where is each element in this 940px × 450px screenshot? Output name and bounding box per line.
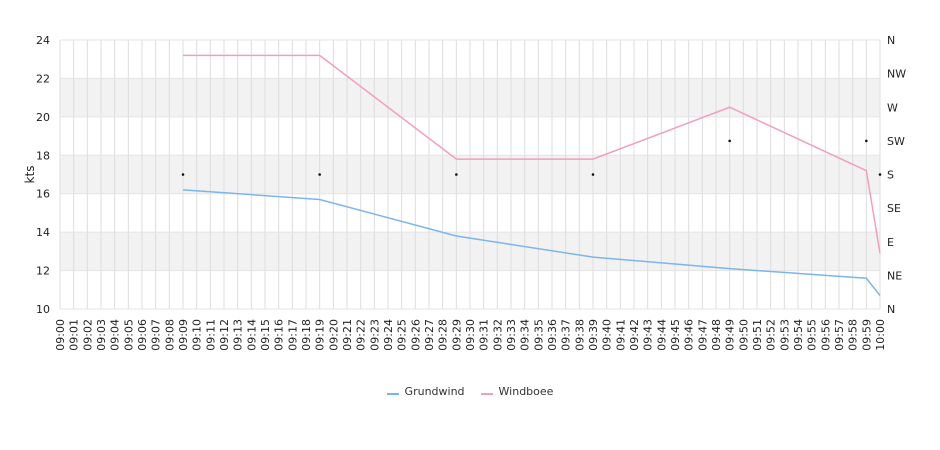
- x-tick-label: 09:20: [327, 319, 340, 351]
- x-tick-label: 09:32: [491, 319, 504, 351]
- legend-label-windboee: Windboee: [498, 385, 554, 398]
- x-tick-label: 09:26: [409, 319, 422, 351]
- x-tick-label: 09:16: [273, 319, 286, 351]
- legend-swatch-grundwind: [386, 392, 399, 395]
- y-tick-label: 20: [36, 111, 50, 124]
- x-tick-label: 09:54: [792, 319, 805, 351]
- y-tick-label: 24: [36, 34, 50, 47]
- x-tick-label: 09:19: [314, 319, 327, 351]
- x-tick-label: 09:38: [573, 319, 586, 351]
- x-tick-label: 09:35: [532, 319, 545, 351]
- direction-marker: [181, 173, 185, 176]
- y-tick-label: 10: [36, 303, 50, 316]
- x-tick-label: 09:39: [587, 319, 600, 351]
- x-tick-label: 09:57: [833, 319, 846, 351]
- x-tick-label: 09:27: [423, 319, 436, 351]
- legend-item-grundwind[interactable]: Grundwind: [386, 385, 465, 398]
- x-tick-label: 09:46: [683, 319, 696, 351]
- legend-swatch-windboee: [480, 392, 493, 395]
- x-tick-label: 09:31: [478, 319, 491, 351]
- x-tick-label: 09:51: [751, 319, 764, 351]
- x-tick-label: 09:01: [68, 319, 81, 351]
- direction-tick-label: S: [887, 169, 894, 182]
- x-tick-label: 09:13: [232, 319, 245, 351]
- x-tick-label: 09:10: [191, 319, 204, 351]
- x-tick-label: 09:48: [710, 319, 723, 351]
- x-tick-label: 09:40: [601, 319, 614, 351]
- x-tick-label: 09:41: [614, 319, 627, 351]
- x-tick-label: 09:34: [519, 319, 532, 351]
- x-tick-label: 09:47: [696, 319, 709, 351]
- x-tick-label: 09:28: [437, 319, 450, 351]
- x-tick-label: 09:37: [560, 319, 573, 351]
- x-tick-label: 09:33: [505, 319, 518, 351]
- x-tick-label: 09:30: [464, 319, 477, 351]
- x-tick-label: 10:00: [874, 319, 887, 351]
- x-tick-label: 09:24: [382, 319, 395, 351]
- direction-marker: [865, 139, 868, 143]
- legend: Grundwind Windboee: [0, 385, 940, 398]
- x-tick-label: 09:55: [806, 319, 819, 351]
- y-tick-label: 16: [36, 188, 50, 201]
- x-tick-label: 09:08: [163, 319, 176, 351]
- x-tick-label: 09:02: [81, 319, 94, 351]
- x-tick-label: 09:15: [259, 319, 272, 351]
- x-tick-label: 09:36: [546, 319, 559, 351]
- x-tick-label: 09:12: [218, 319, 231, 351]
- direction-marker: [728, 139, 731, 143]
- x-tick-label: 09:58: [847, 319, 860, 351]
- direction-marker: [878, 173, 882, 176]
- x-tick-label: 09:06: [136, 319, 149, 351]
- x-tick-label: 09:21: [341, 319, 354, 351]
- x-tick-label: 09:29: [450, 319, 463, 351]
- direction-marker: [455, 173, 458, 176]
- x-tick-label: 09:43: [642, 319, 655, 351]
- direction-tick-label: NW: [887, 68, 906, 81]
- legend-item-windboee[interactable]: Windboee: [480, 385, 554, 398]
- direction-marker: [318, 173, 321, 176]
- legend-label-grundwind: Grundwind: [404, 385, 465, 398]
- x-tick-label: 09:44: [655, 319, 668, 351]
- x-tick-label: 09:53: [778, 319, 791, 351]
- x-tick-label: 09:04: [109, 319, 122, 351]
- x-tick-label: 09:05: [122, 319, 135, 351]
- x-tick-label: 09:07: [150, 319, 163, 351]
- x-tick-label: 09:22: [355, 319, 368, 351]
- x-tick-label: 09:14: [245, 319, 258, 351]
- x-tick-label: 09:17: [286, 319, 299, 351]
- direction-tick-label: W: [887, 101, 898, 114]
- y-tick-label: 14: [36, 226, 50, 239]
- y-tick-label: 22: [36, 72, 50, 85]
- y-axis-title: kts: [23, 166, 37, 184]
- x-tick-label: 09:23: [368, 319, 381, 351]
- direction-tick-label: SW: [887, 135, 905, 148]
- x-tick-label: 09:52: [765, 319, 778, 351]
- x-tick-label: 09:45: [669, 319, 682, 351]
- x-tick-label: 09:56: [819, 319, 832, 351]
- x-tick-label: 09:59: [860, 319, 873, 351]
- direction-tick-label: NE: [887, 269, 902, 282]
- x-tick-label: 09:11: [204, 319, 217, 351]
- x-tick-label: 09:18: [300, 319, 313, 351]
- direction-marker: [591, 173, 595, 176]
- x-tick-label: 09:00: [54, 319, 67, 351]
- x-tick-label: 09:50: [737, 319, 750, 351]
- x-tick-label: 09:25: [396, 319, 409, 351]
- direction-tick-label: N: [887, 303, 895, 316]
- direction-tick-label: E: [887, 236, 894, 249]
- y-tick-label: 12: [36, 265, 50, 278]
- direction-tick-label: N: [887, 34, 895, 47]
- x-tick-label: 09:03: [95, 319, 108, 351]
- direction-tick-label: SE: [887, 202, 901, 215]
- x-tick-label: 09:42: [628, 319, 641, 351]
- y-tick-label: 18: [36, 149, 50, 162]
- x-tick-label: 09:09: [177, 319, 190, 351]
- x-tick-label: 09:49: [724, 319, 737, 351]
